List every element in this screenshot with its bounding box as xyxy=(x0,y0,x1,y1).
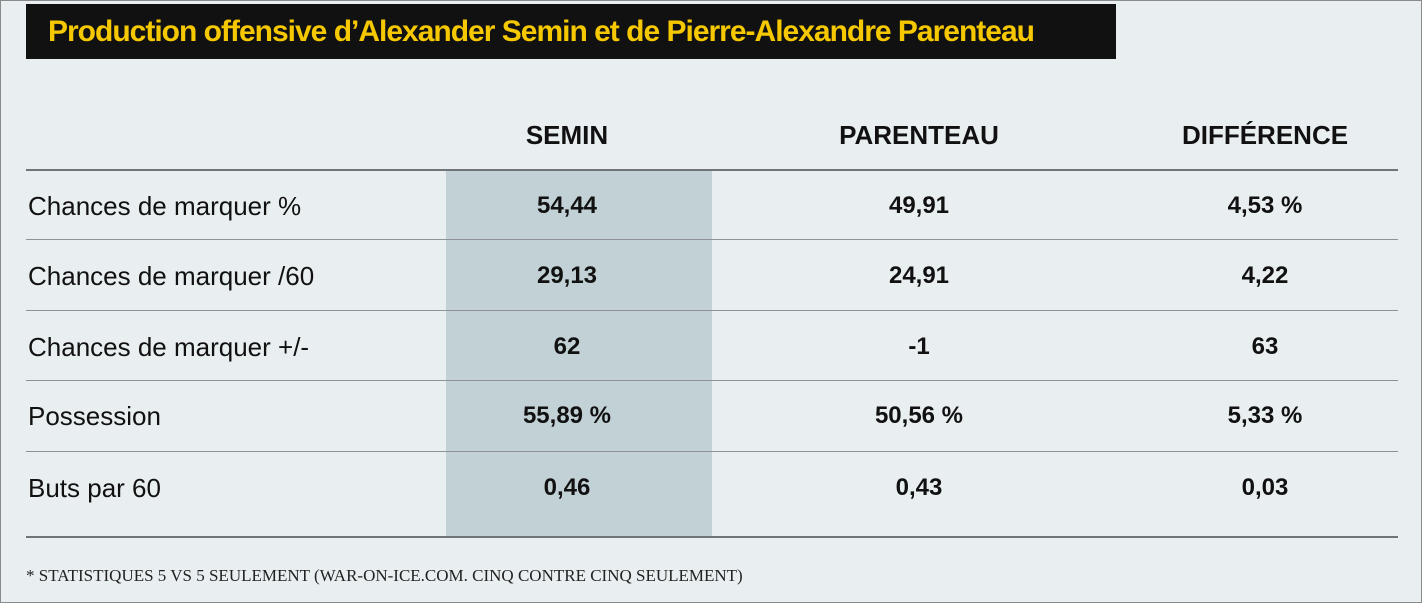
semin-column-highlight xyxy=(446,169,712,537)
table-cell: 29,13 xyxy=(536,262,598,289)
table-cell: 0,03 xyxy=(1241,474,1289,501)
row-divider xyxy=(26,451,1398,452)
table-cell: 4,53 % xyxy=(1227,192,1303,219)
row-label: Chances de marquer % xyxy=(28,191,302,221)
table-cell: 0,43 xyxy=(895,474,943,501)
table-cell: 4,22 xyxy=(1241,262,1289,289)
table-cell: 54,44 xyxy=(536,192,598,219)
row-divider xyxy=(26,380,1398,381)
row-label: Buts par 60 xyxy=(28,473,161,503)
table-cell: 62 xyxy=(553,333,581,360)
row-label: Possession xyxy=(28,401,161,431)
page-title: Production offensive d’Alexander Semin e… xyxy=(48,15,1035,48)
table-cell: -1 xyxy=(908,333,930,360)
row-label: Chances de marquer /60 xyxy=(28,261,315,291)
column-header-semin: SEMIN xyxy=(525,120,609,150)
footnote: * STATISTIQUES 5 VS 5 SEULEMENT (WAR-ON-… xyxy=(26,566,743,585)
row-divider xyxy=(26,310,1398,311)
table-cell: 63 xyxy=(1251,333,1279,360)
table-cell: 55,89 % xyxy=(522,402,612,429)
row-divider xyxy=(26,536,1398,538)
table-cell: 0,46 xyxy=(543,474,591,501)
table-cell: 24,91 xyxy=(888,262,950,289)
column-header-difference: DIFFÉRENCE xyxy=(1181,120,1349,150)
column-header-parenteau: PARENTEAU xyxy=(839,120,999,150)
table-cell: 5,33 % xyxy=(1227,402,1303,429)
row-divider xyxy=(26,239,1398,240)
title-bar: Production offensive d’Alexander Semin e… xyxy=(26,4,1116,59)
table-cell: 50,56 % xyxy=(874,402,964,429)
row-label: Chances de marquer +/- xyxy=(28,332,310,362)
table-cell: 49,91 xyxy=(888,192,950,219)
row-divider xyxy=(26,169,1398,171)
